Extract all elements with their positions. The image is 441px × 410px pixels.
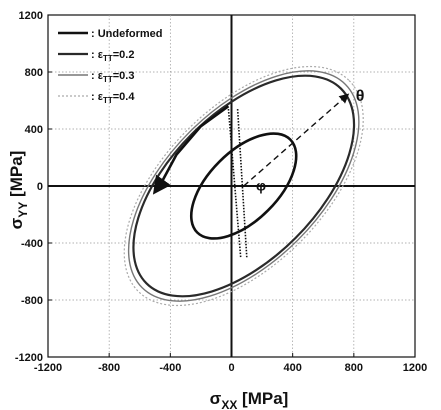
- series-ellipse-3: [123, 65, 364, 307]
- x-tick-label: -400: [159, 362, 181, 374]
- x-tick-label: 1200: [403, 362, 427, 374]
- x-axis-label: σXX [MPa]: [210, 389, 289, 410]
- legend: : Undeformed : εTT=0.2 : εTT=0.3 : εTT=0.4: [58, 28, 163, 105]
- phi-label: φ: [256, 177, 266, 193]
- y-tick-label: -1200: [15, 352, 43, 364]
- legend-label-1: : εTT=0.2: [91, 49, 134, 63]
- y-tick-label: 0: [37, 181, 43, 193]
- theta-label: θ: [356, 88, 365, 105]
- y-axis-label: σYY [MPa]: [7, 151, 30, 230]
- series-ellipse-2: [127, 70, 360, 302]
- y-tick-label: 800: [25, 67, 43, 79]
- dotted-band-left: [227, 108, 242, 258]
- y-tick-label: -400: [21, 238, 43, 250]
- y-tick-label: -800: [21, 295, 43, 307]
- legend-label-2: : εTT=0.3: [91, 70, 134, 84]
- x-tick-label: -800: [98, 362, 120, 374]
- x-tick-label: 0: [228, 362, 234, 374]
- axis-labels: σXX [MPa] σYY [MPa]: [7, 151, 288, 410]
- series-ellipse-1: [132, 74, 356, 298]
- y-tick-label: 400: [25, 124, 43, 136]
- x-tick-label: 400: [283, 362, 301, 374]
- legend-label-0: : Undeformed: [91, 28, 163, 40]
- plot-area: -1200 -800 -400 0 400 800 1200 -1200 -800 -400 0 40…: [15, 10, 427, 374]
- rotation-arrow: [152, 105, 230, 195]
- series-ellipse-0: [189, 132, 298, 240]
- x-tick-label: 800: [345, 362, 363, 374]
- theta-direction-arrow: [243, 93, 350, 187]
- x-tick-label: -1200: [34, 362, 62, 374]
- legend-label-3: : εTT=0.4: [91, 91, 135, 105]
- y-tick-label: 1200: [19, 10, 43, 22]
- dotted-band-right: [236, 109, 248, 258]
